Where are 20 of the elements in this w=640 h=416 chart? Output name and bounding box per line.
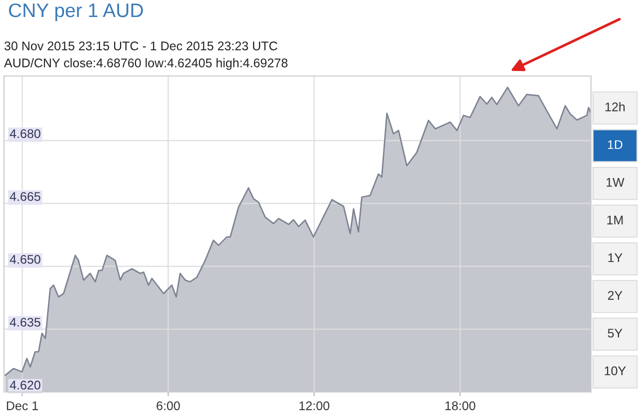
y-tick-label: 4.680 [10,129,40,138]
y-tick-label: 4.620 [10,380,40,390]
text: 10Y [604,366,626,376]
text: 12h [606,102,625,112]
text: 1Y [608,253,622,262]
chart-title: CNY per 1 AUD [8,3,143,22]
x-tick-label: 6:00 [156,401,180,410]
y-tick-label: 4.665 [10,192,40,201]
y-tick-label: 4.650 [10,254,40,264]
text: AUD/CNY close:4.68760 low:4.62405 high:4.69278 [4,58,288,70]
text: 1W [606,178,624,187]
y-tick-label: 4.635 [10,318,40,327]
text: 5Y [608,328,622,338]
chart-subtitle: 30 Nov 2015 23:15 UTC - 1 Dec 2015 23:23 UTC [4,42,278,50]
text: 2Y [608,291,622,300]
text: 1D [608,140,622,149]
x-tick-label: 18:00 [445,401,476,410]
x-tick-label: 12:00 [299,401,330,410]
x-tick-label: Dec 1 [6,401,38,410]
text: 1M [607,216,623,224]
